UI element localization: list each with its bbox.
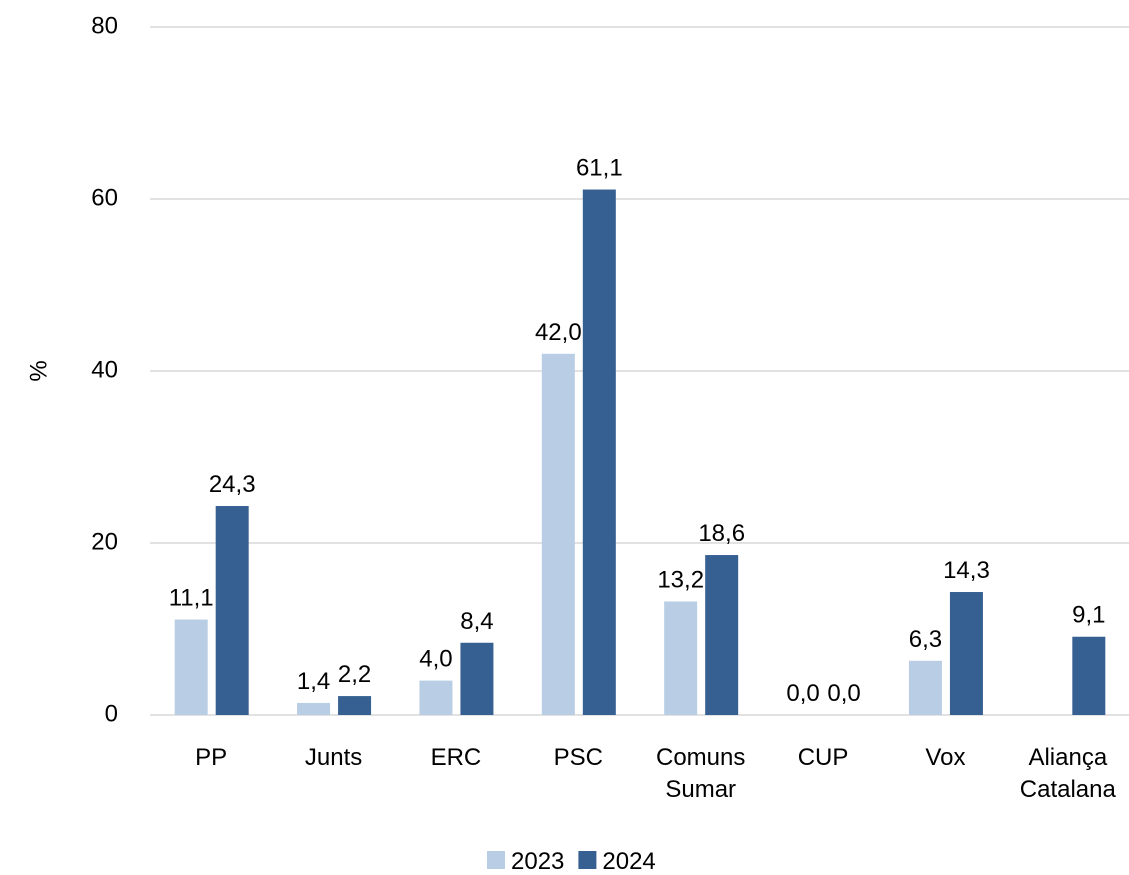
data-label: 11,1 xyxy=(169,585,214,612)
data-label: 18,6 xyxy=(698,520,745,547)
data-label: 8,4 xyxy=(460,608,493,635)
x-tick-label: PP xyxy=(195,744,227,771)
x-tick-label: Vox xyxy=(925,744,965,771)
bar xyxy=(908,660,942,715)
data-label: 2,2 xyxy=(338,661,371,688)
data-label: 42,0 xyxy=(535,319,582,346)
data-label: 1,4 xyxy=(297,668,330,695)
bar xyxy=(582,189,616,716)
bar xyxy=(664,601,698,715)
data-label: 24,3 xyxy=(209,471,256,498)
legend-swatch xyxy=(578,851,597,869)
bar xyxy=(949,592,983,715)
legend-label: 2023 xyxy=(511,848,564,875)
bar xyxy=(541,353,575,715)
y-tick-label: 20 xyxy=(91,528,118,555)
bar xyxy=(419,680,453,715)
bar xyxy=(1072,636,1106,715)
bar xyxy=(174,619,208,715)
legend-label: 2024 xyxy=(602,848,655,875)
bar xyxy=(297,702,331,715)
data-label: 0,0 xyxy=(827,680,860,707)
bar xyxy=(460,642,494,715)
bar xyxy=(338,696,372,715)
data-label: 4,0 xyxy=(419,646,452,673)
x-tick-label: CUP xyxy=(798,744,849,771)
y-tick-label: 60 xyxy=(91,184,118,211)
y-tick-label: 80 xyxy=(91,12,118,39)
y-tick-label: 0 xyxy=(105,700,118,727)
bar xyxy=(705,555,739,715)
data-label: 0,0 xyxy=(786,680,819,707)
data-label: 13,2 xyxy=(657,566,704,593)
x-tick-label: Junts xyxy=(305,744,362,771)
data-label: 14,3 xyxy=(943,557,990,584)
y-axis-label: % xyxy=(25,360,52,381)
bar xyxy=(215,506,249,715)
data-label: 61,1 xyxy=(576,155,623,182)
x-tick-label: PSC xyxy=(554,744,603,771)
data-label: 9,1 xyxy=(1072,602,1105,629)
legend-swatch xyxy=(487,851,505,869)
data-label: 6,3 xyxy=(909,626,942,653)
y-tick-label: 40 xyxy=(91,356,118,383)
x-tick-label: Aliança Catalana xyxy=(1020,744,1117,803)
x-tick-label: Comuns Sumar xyxy=(656,744,745,803)
x-tick-label: ERC xyxy=(431,744,482,771)
